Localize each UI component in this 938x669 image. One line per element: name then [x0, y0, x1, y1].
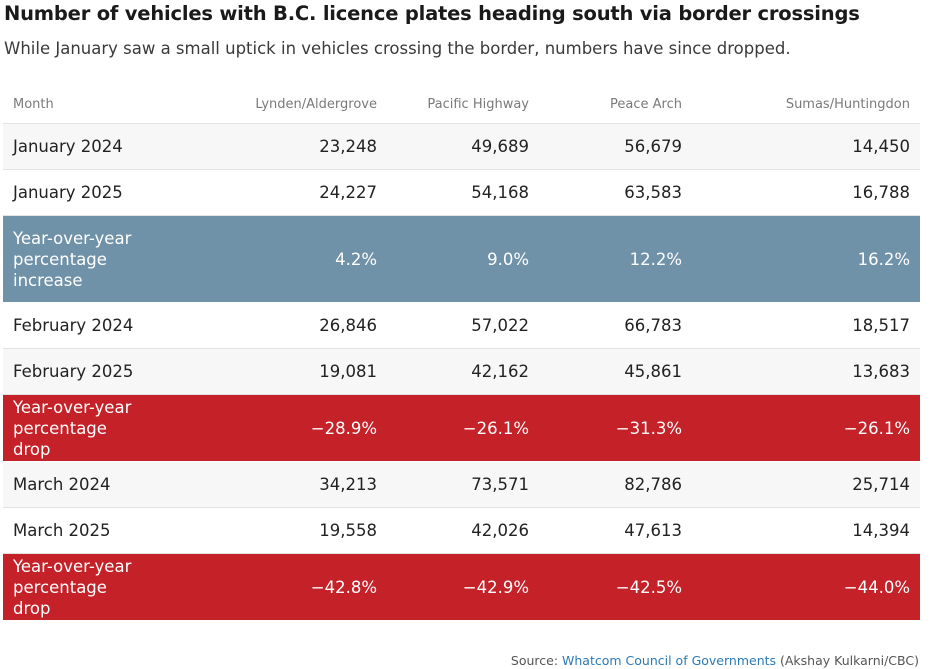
row-label: January 2025 — [3, 169, 136, 216]
table-cell: 25,714 — [692, 461, 920, 508]
column-header: Peace Arch — [539, 85, 692, 124]
table-cell: 57,022 — [387, 302, 539, 349]
table-cell: 42,162 — [387, 348, 539, 395]
table-row: March 2025 19,558 42,026 47,613 14,394 — [3, 507, 920, 554]
table-cell: 19,081 — [136, 348, 387, 395]
table-cell: 24,227 — [136, 169, 387, 216]
table-row: February 2024 26,846 57,022 66,783 18,517 — [3, 302, 920, 349]
table-row-drop: Year-over-year percentage drop −28.9% −26.… — [3, 394, 920, 462]
table-header-row: Month Lynden/Aldergrove Pacific Highway … — [3, 85, 920, 124]
table-cell: 16.2% — [692, 215, 920, 303]
table-row-increase: Year-over-year percentage increase 4.2% 9.… — [3, 215, 920, 303]
table-row: January 2024 23,248 49,689 56,679 14,450 — [3, 123, 920, 170]
table-cell: −28.9% — [136, 394, 387, 462]
table-cell: 14,450 — [692, 123, 920, 170]
column-header: Sumas/Huntingdon — [692, 85, 920, 124]
table-cell: 56,679 — [539, 123, 692, 170]
table-row-drop: Year-over-year percentage drop −42.8% −42.… — [3, 553, 920, 621]
table-row: March 2024 34,213 73,571 82,786 25,714 — [3, 461, 920, 508]
table-cell: 19,558 — [136, 507, 387, 554]
table-cell: 26,846 — [136, 302, 387, 349]
table-cell: −42.9% — [387, 553, 539, 621]
source-link[interactable]: Whatcom Council of Governments — [562, 653, 777, 668]
table-cell: 82,786 — [539, 461, 692, 508]
table-cell: 49,689 — [387, 123, 539, 170]
source-credit: Source: Whatcom Council of Governments (… — [511, 653, 919, 668]
table-cell: 34,213 — [136, 461, 387, 508]
data-table: Month Lynden/Aldergrove Pacific Highway … — [3, 85, 920, 621]
table-cell: 23,248 — [136, 123, 387, 170]
table-cell: 42,026 — [387, 507, 539, 554]
column-header: Lynden/Aldergrove — [136, 85, 387, 124]
chart-subtitle: While January saw a small uptick in vehi… — [4, 39, 791, 58]
row-label: February 2025 — [3, 348, 136, 395]
table-cell: 45,861 — [539, 348, 692, 395]
row-label: January 2024 — [3, 123, 136, 170]
table-cell: 12.2% — [539, 215, 692, 303]
table-row: January 2025 24,227 54,168 63,583 16,788 — [3, 169, 920, 216]
table-cell: 18,517 — [692, 302, 920, 349]
table-cell: 66,783 — [539, 302, 692, 349]
table-cell: 4.2% — [136, 215, 387, 303]
column-header: Month — [3, 85, 136, 124]
table-row: February 2025 19,081 42,162 45,861 13,683 — [3, 348, 920, 395]
table-body: January 2024 23,248 49,689 56,679 14,450 Janu… — [3, 123, 920, 621]
row-label: March 2025 — [3, 507, 136, 554]
table-cell: 16,788 — [692, 169, 920, 216]
table-cell: 14,394 — [692, 507, 920, 554]
row-label: Year-over-year percentage increase — [3, 215, 136, 303]
table-cell: 9.0% — [387, 215, 539, 303]
table-cell: −26.1% — [387, 394, 539, 462]
table-cell: 73,571 — [387, 461, 539, 508]
column-header: Pacific Highway — [387, 85, 539, 124]
table-cell: 63,583 — [539, 169, 692, 216]
table-cell: −42.8% — [136, 553, 387, 621]
row-label: March 2024 — [3, 461, 136, 508]
source-prefix: Source: — [510, 653, 563, 668]
chart-title: Number of vehicles with B.C. licence pla… — [4, 2, 860, 25]
row-label: Year-over-year percentage drop — [3, 394, 136, 462]
table-cell: −42.5% — [539, 553, 692, 621]
table-cell: −44.0% — [692, 553, 920, 621]
table-cell: −26.1% — [692, 394, 920, 462]
row-label: February 2024 — [3, 302, 136, 349]
table-cell: 54,168 — [387, 169, 539, 216]
table-cell: 47,613 — [539, 507, 692, 554]
table-cell: −31.3% — [539, 394, 692, 462]
table-cell: 13,683 — [692, 348, 920, 395]
row-label: Year-over-year percentage drop — [3, 553, 136, 621]
source-suffix: (Akshay Kulkarni/CBC) — [776, 653, 919, 668]
